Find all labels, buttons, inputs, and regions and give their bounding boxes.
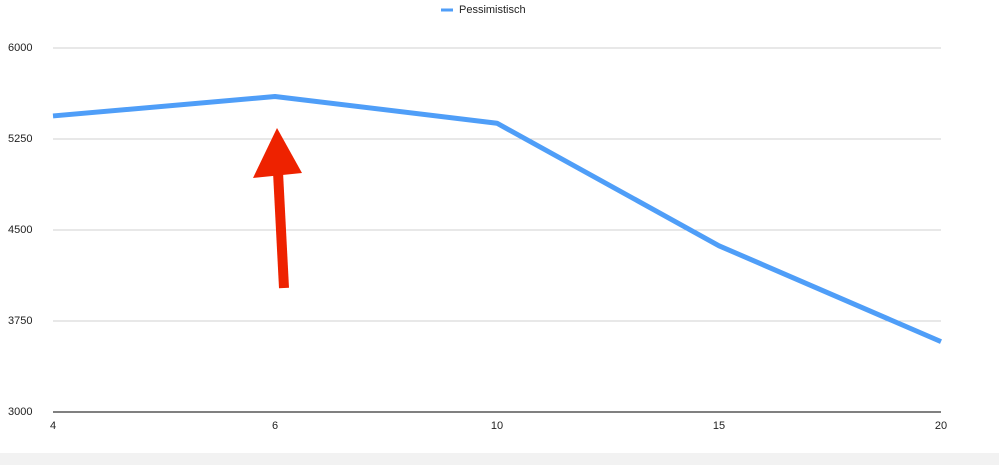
arrow-head [253,128,302,178]
legend-label: Pessimistisch [459,4,526,16]
x-tick-label: 20 [935,420,947,432]
y-tick-label: 4500 [8,224,32,236]
x-tick-label: 15 [713,420,725,432]
y-tick-label: 6000 [8,42,32,54]
x-tick-label: 10 [491,420,503,432]
y-tick-label: 5250 [8,133,32,145]
footer-strip [0,453,999,465]
x-tick-label: 6 [272,420,278,432]
annotation-arrow [253,128,302,289]
arrow-shaft [273,171,289,289]
data-line [52,94,942,344]
y-tick-label: 3000 [8,406,32,418]
x-tick-label: 4 [50,420,56,432]
y-tick-label: 3750 [8,315,32,327]
